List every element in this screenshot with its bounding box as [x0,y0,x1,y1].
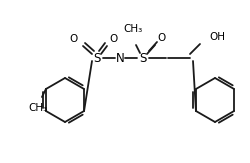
Text: O: O [157,33,166,43]
Text: CH₃: CH₃ [28,103,48,113]
Text: S: S [93,52,100,65]
Text: N: N [115,52,124,65]
Text: CH₃: CH₃ [123,24,142,34]
Text: O: O [70,34,78,44]
Text: O: O [110,34,118,44]
Text: OH: OH [208,32,224,42]
Text: S: S [139,52,146,65]
